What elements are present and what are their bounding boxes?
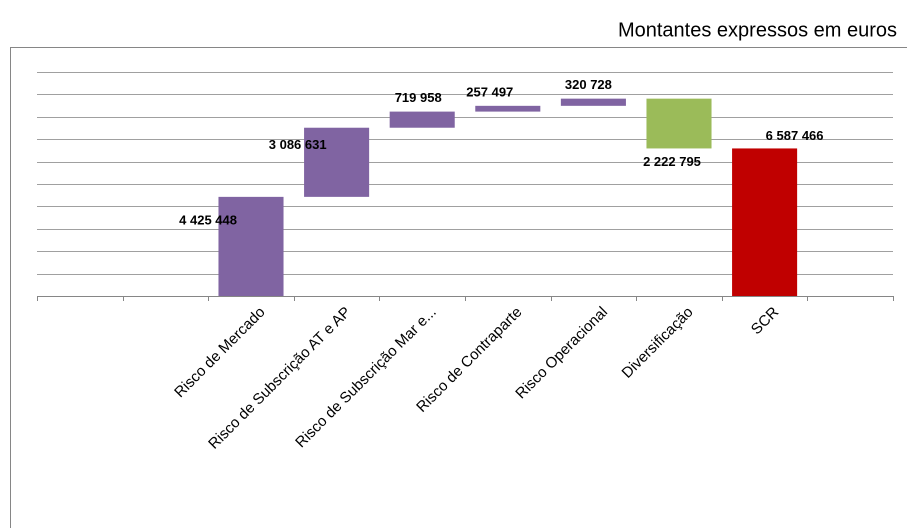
bar — [646, 98, 712, 149]
chart-border — [10, 47, 907, 528]
bar — [304, 127, 370, 197]
x-tick-label: SCR — [748, 303, 783, 338]
data-label: 719 958 — [395, 90, 442, 105]
x-tick-label: Risco de Subscrição Mar e... — [292, 304, 440, 452]
bar — [475, 105, 541, 112]
data-label: 3 086 631 — [269, 137, 327, 152]
bar — [560, 98, 626, 106]
bar — [732, 148, 798, 296]
bar — [389, 111, 455, 128]
x-tick-label: Risco de Mercado — [171, 304, 269, 402]
data-label: 2 222 795 — [643, 154, 701, 169]
x-tick-label: Diversificação — [619, 304, 697, 382]
x-tick-label: Risco de Subscrição AT e AP — [205, 304, 354, 453]
data-label: 257 497 — [466, 84, 513, 99]
x-tick-label: Risco Operacional — [512, 304, 611, 403]
bar — [218, 196, 284, 296]
data-label: 320 728 — [565, 77, 612, 92]
chart-subtitle: Montantes expressos em euros — [618, 19, 897, 41]
data-label: 4 425 448 — [179, 212, 237, 227]
data-label: 6 587 466 — [766, 128, 824, 143]
